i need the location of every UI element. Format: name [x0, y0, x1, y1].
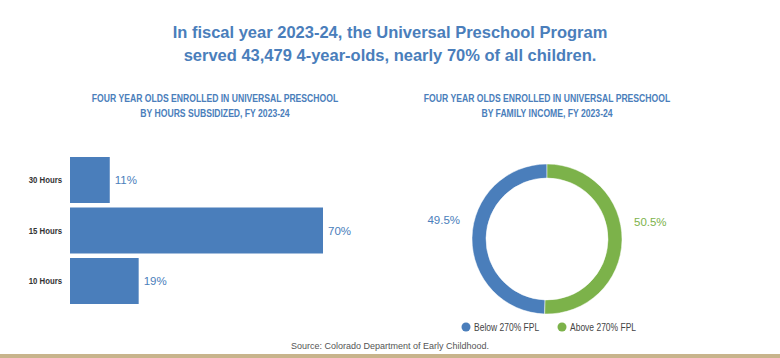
decorative-band — [0, 354, 780, 358]
chart-title-group: FOUR YEAR OLDS ENROLLED IN UNIVERSAL PRE… — [92, 92, 338, 104]
headline: In fiscal year 2023-24, the Universal Pr… — [173, 23, 608, 41]
donut — [472, 164, 622, 314]
legend-label-group: Below 270% FPL — [474, 322, 539, 333]
category-label: 10 Hours — [29, 275, 62, 286]
headline: served 43,479 4-year-olds, nearly 70% of… — [184, 46, 597, 64]
donut-slice — [472, 164, 547, 314]
data-label: 49.5% — [427, 214, 460, 226]
chart-title-group: FOUR YEAR OLDS ENROLLED IN UNIVERSAL PRE… — [424, 92, 670, 104]
category-label-group: 15 Hours — [29, 225, 62, 236]
legend-swatch — [462, 323, 471, 332]
data-label: 19% — [144, 275, 167, 287]
category-label: 30 Hours — [29, 174, 62, 185]
chart-subtitle: BY HOURS SUBSIDIZED, FY 2023-24 — [140, 107, 290, 119]
legend-label: Above 270% FPL — [570, 322, 636, 333]
category-label-group: 10 Hours — [29, 275, 62, 286]
chart-title: FOUR YEAR OLDS ENROLLED IN UNIVERSAL PRE… — [92, 92, 338, 104]
legend-label: Below 270% FPL — [474, 322, 539, 333]
bar — [70, 208, 323, 254]
legend-swatch — [558, 323, 567, 332]
data-label: 70% — [328, 225, 351, 237]
chart-subtitle: BY FAMILY INCOME, FY 2023-24 — [481, 107, 613, 119]
background — [0, 0, 780, 358]
data-label: 50.5% — [634, 216, 667, 228]
data-label: 11% — [115, 174, 137, 186]
category-label-group: 30 Hours — [29, 174, 62, 185]
plot-area — [70, 157, 323, 304]
source-note: Source: Colorado Department of Early Chi… — [291, 341, 489, 351]
chart-title: FOUR YEAR OLDS ENROLLED IN UNIVERSAL PRE… — [424, 92, 670, 104]
bar — [70, 157, 110, 203]
category-label: 15 Hours — [29, 225, 62, 236]
page: {"header": {"title": ["In fiscal year 20… — [0, 0, 780, 358]
donut-slice — [545, 164, 622, 314]
chart-canvas: In fiscal year 2023-24, the Universal Pr… — [0, 0, 780, 358]
chart-subtitle-group: BY HOURS SUBSIDIZED, FY 2023-24 — [140, 107, 290, 119]
legend-label-group: Above 270% FPL — [570, 322, 636, 333]
bar — [70, 258, 139, 304]
chart-subtitle-group: BY FAMILY INCOME, FY 2023-24 — [481, 107, 613, 119]
